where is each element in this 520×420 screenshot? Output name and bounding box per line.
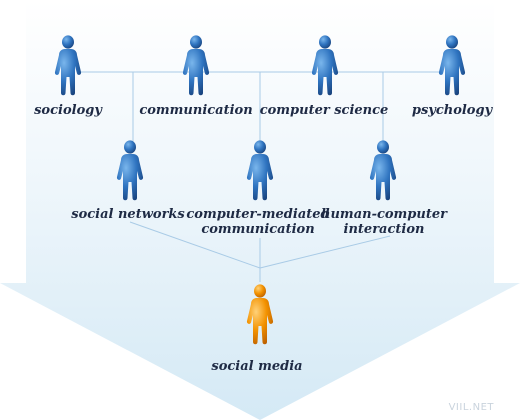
node-label-communication: communication [139,103,253,118]
node-label-sociology: sociology [34,103,102,118]
node-label-social-networks: social networks [71,207,185,222]
node-label-social-media: social media [211,359,303,374]
watermark: VIIL.NET [448,402,494,413]
connector-lines [80,71,440,282]
node-label-computer-mediated-communication: computer-mediated communication [186,207,330,237]
node-label-psychology: psychology [411,103,493,118]
node-label-human-computer-interaction: human-computer interaction [321,207,447,237]
node-label-computer-science: computer science [259,103,389,118]
